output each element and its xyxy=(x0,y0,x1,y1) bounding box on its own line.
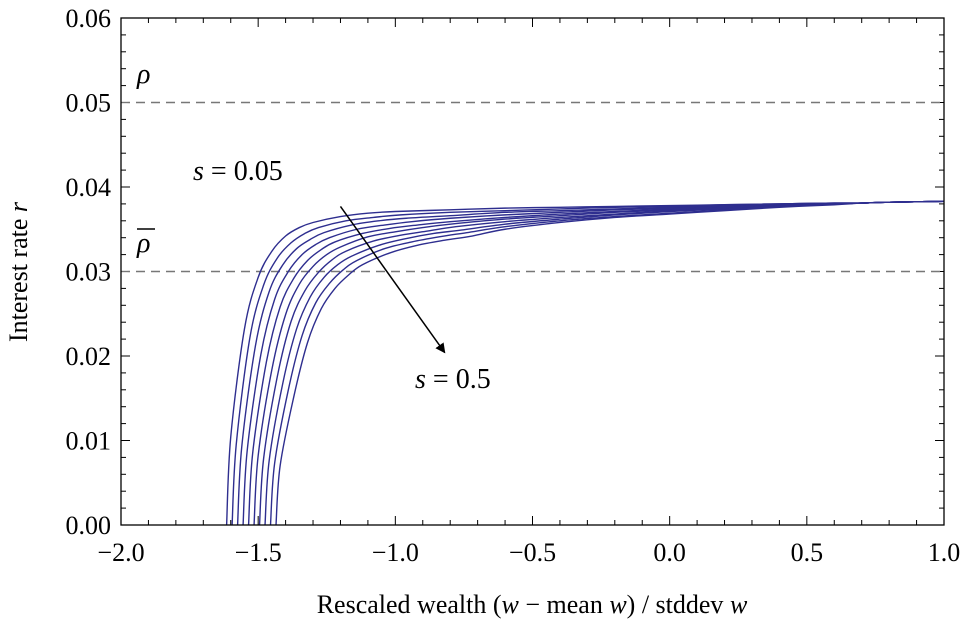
y-tick-label: 0.00 xyxy=(66,511,112,540)
y-tick-label: 0.02 xyxy=(66,342,112,371)
y-tick-label: 0.01 xyxy=(66,427,112,456)
annotation-s-end: s = 0.5 xyxy=(415,364,491,395)
y-tick-label: 0.04 xyxy=(66,173,112,202)
x-tick-label: 0.5 xyxy=(791,538,824,567)
annotation-arrow xyxy=(339,205,446,354)
series-line-9 xyxy=(269,200,944,525)
series-lines xyxy=(225,200,944,525)
reference-lines xyxy=(121,101,944,273)
annotation-s-start: s = 0.05 xyxy=(193,156,283,187)
x-tick-label: 1.0 xyxy=(928,538,961,567)
x-axis-label: Rescaled wealth (w − mean w) / stddev w xyxy=(317,590,748,619)
y-axis-label: Interest rate r xyxy=(4,201,33,342)
series-line-8 xyxy=(264,200,944,525)
series-line-3 xyxy=(236,200,944,525)
x-tick-label: −2.0 xyxy=(97,538,144,567)
x-tick-label: −1.0 xyxy=(372,538,419,567)
rho-label: ρ xyxy=(136,59,150,90)
rho-bar-label: ρ xyxy=(136,228,150,259)
series-line-6 xyxy=(253,200,944,525)
x-tick-label: −1.5 xyxy=(235,538,282,567)
series-line-10 xyxy=(275,200,944,525)
x-tick-label: −0.5 xyxy=(509,538,556,567)
series-line-7 xyxy=(258,200,944,525)
series-line-5 xyxy=(247,200,944,525)
y-tick-label: 0.05 xyxy=(66,89,112,118)
x-tick-label: 0.0 xyxy=(653,538,686,567)
x-tick-labels: −2.0 −1.5 −1.0 −0.5 0.0 0.5 1.0 xyxy=(97,538,960,567)
y-tick-label: 0.06 xyxy=(66,4,112,33)
y-tick-labels: 0.00 0.01 0.02 0.03 0.04 0.05 0.06 xyxy=(66,4,112,540)
series-line-2 xyxy=(231,200,944,525)
y-tick-label: 0.03 xyxy=(66,258,112,287)
plot-frame xyxy=(120,17,945,526)
